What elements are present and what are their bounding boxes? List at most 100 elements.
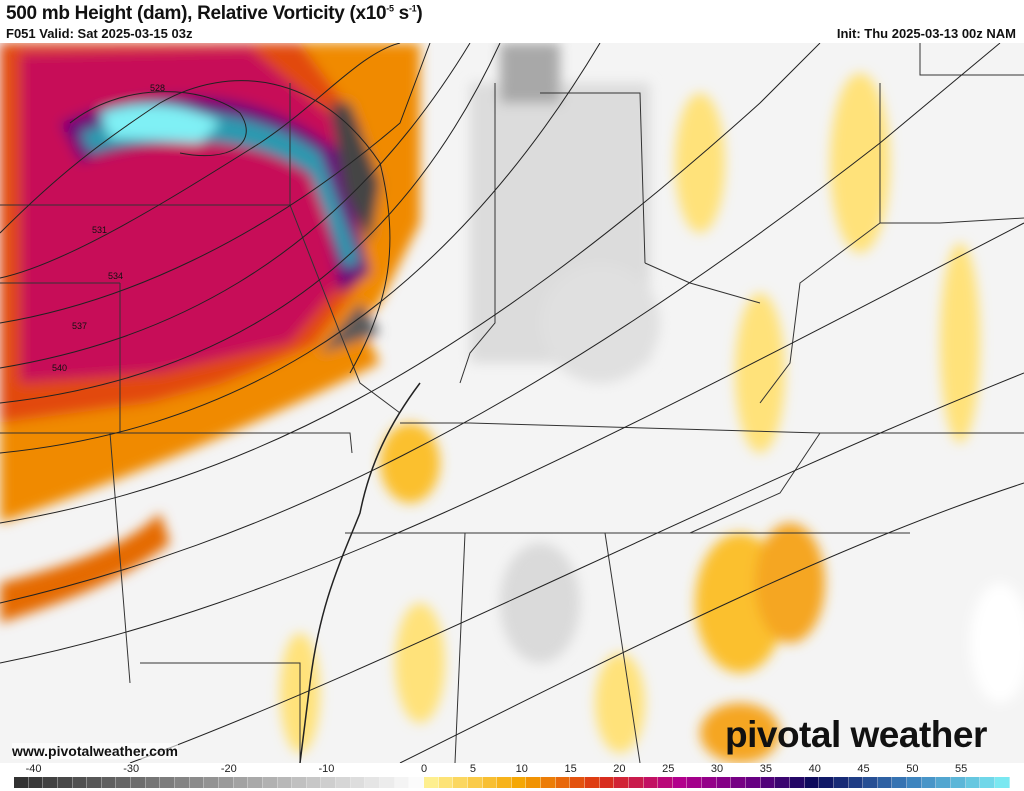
colorbar-swatch [14, 777, 29, 788]
colorbar-swatch [833, 777, 849, 788]
colorbar-swatch [731, 777, 747, 788]
colorbar-swatch [380, 777, 395, 788]
vorticity-field [0, 43, 1024, 763]
colorbar-swatch [877, 777, 893, 788]
colorbar-swatch [321, 777, 337, 788]
colorbar-tick: -10 [318, 763, 335, 775]
colorbar-swatch [951, 777, 966, 788]
colorbar-swatch [863, 777, 878, 788]
contour-label-528: 528 [150, 83, 165, 93]
pivotal-weather-logo: pivotal weather [725, 714, 987, 755]
colorbar-swatch [848, 777, 864, 788]
watermark-url: www.pivotalweather.com [12, 743, 178, 759]
colorbar-swatch [570, 777, 585, 788]
colorbar-swatch [687, 777, 703, 788]
contour-label-534: 534 [108, 271, 123, 281]
colorbar-tick: -40 [25, 763, 42, 775]
colorbar-swatch [438, 777, 454, 788]
colorbar-swatch [921, 777, 937, 788]
colorbar-swatch [277, 777, 293, 788]
colorbar-tick: 40 [808, 763, 821, 775]
colorbar-swatch [336, 777, 351, 788]
height-contours [0, 43, 1024, 763]
colorbar-swatch [511, 777, 527, 788]
colorbar-swatch [789, 777, 805, 788]
colorbar-swatch [160, 777, 176, 788]
colorbar-tick: 5 [469, 763, 476, 775]
colorbar-swatch [965, 777, 981, 788]
colorbar-swatch [555, 777, 571, 788]
colorbar-swatch [248, 777, 263, 788]
colorbar-swatch [497, 777, 512, 788]
colorbar-swatch [409, 777, 424, 788]
colorbar-tick: -20 [220, 763, 237, 775]
valid-time: F051 Valid: Sat 2025-03-15 03z [6, 26, 193, 41]
colorbar-swatch [28, 777, 44, 788]
weather-map[interactable]: 528 531 534 537 540 [0, 43, 1024, 763]
colorbar-tick: 30 [710, 763, 724, 775]
colorbar-swatch [804, 777, 820, 788]
colorbar: -40 -30 -20 -10 0 5 10 15 20 25 30 35 40 45 50 55 [0, 763, 1024, 791]
colorbar-tick: 55 [955, 763, 968, 775]
colorbar-tick: 35 [759, 763, 772, 775]
colorbar-tick: 25 [662, 763, 675, 775]
colorbar-tick: 20 [613, 763, 626, 775]
state-borders [0, 43, 1024, 763]
contour-labels: 528 531 534 537 540 [52, 83, 165, 373]
colorbar-swatch [716, 777, 732, 788]
colorbar-swatch [467, 777, 483, 788]
colorbar-swatch [218, 777, 234, 788]
title-exp: -5 [386, 3, 394, 14]
colorbar-swatch [819, 777, 834, 788]
init-time: Init: Thu 2025-03-13 00z NAM [836, 26, 1016, 41]
colorbar-swatch [980, 777, 995, 788]
colorbar-swatch [145, 777, 161, 788]
colorbar-swatch [541, 777, 556, 788]
colorbar-swatch [892, 777, 908, 788]
colorbar-tick: 45 [857, 763, 870, 775]
colorbar-swatch [423, 777, 439, 788]
colorbar-swatch [262, 777, 278, 788]
colorbar-swatch [43, 777, 58, 788]
colorbar-swatch [233, 777, 249, 788]
colorbar-swatch [672, 777, 688, 788]
colorbar-swatch [131, 777, 146, 788]
colorbar-swatch [907, 777, 922, 788]
colorbar-swatch [453, 777, 468, 788]
colorbar-swatch [760, 777, 776, 788]
colorbar-swatch [775, 777, 790, 788]
colorbar-swatch [936, 777, 951, 788]
colorbar-swatch [175, 777, 190, 788]
colorbar-swatch [614, 777, 629, 788]
colorbar-swatch [350, 777, 366, 788]
colorbar-swatch [306, 777, 322, 788]
colorbar-tick: 10 [515, 763, 528, 775]
colorbar-tick: -30 [123, 763, 140, 775]
contour-label-540: 540 [52, 363, 67, 373]
map-title: 500 mb Height (dam), Relative Vorticity … [6, 3, 423, 25]
colorbar-tick: 0 [421, 763, 428, 775]
colorbar-swatch [189, 777, 205, 788]
colorbar-swatches [14, 777, 1010, 788]
colorbar-swatch [101, 777, 117, 788]
colorbar-swatch [994, 777, 1010, 788]
colorbar-swatch [292, 777, 307, 788]
colorbar-swatch [57, 777, 73, 788]
colorbar-swatch [87, 777, 102, 788]
mississippi-river [299, 382, 421, 763]
colorbar-swatch [394, 777, 410, 788]
colorbar-swatch [599, 777, 615, 788]
colorbar-tick: 50 [906, 763, 919, 775]
colorbar-swatch [702, 777, 717, 788]
colorbar-swatch [643, 777, 659, 788]
title-end: ) [416, 3, 423, 24]
contour-label-531: 531 [92, 225, 107, 235]
colorbar-swatch [584, 777, 600, 788]
title-exp: -1 [408, 3, 417, 14]
contour-label-537: 537 [72, 321, 87, 331]
title-text: 500 mb Height (dam), Relative Vorticity … [6, 3, 387, 24]
colorbar-swatch [116, 777, 132, 788]
colorbar-swatch [746, 777, 761, 788]
colorbar-swatch [658, 777, 673, 788]
colorbar-swatch [72, 777, 88, 788]
